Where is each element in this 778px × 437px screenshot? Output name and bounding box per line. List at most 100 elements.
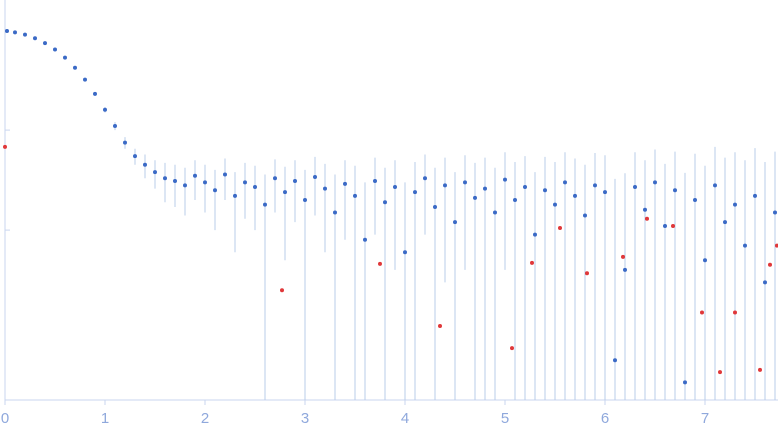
data-point [413,190,417,195]
data-point [533,232,537,237]
data-point [23,32,27,37]
data-point [253,184,257,189]
data-point [663,223,667,228]
data-point [93,91,97,96]
data-point [683,380,687,385]
data-point [583,213,587,218]
data-point [645,216,649,221]
data-point [378,261,382,266]
data-point [33,36,37,41]
data-point [83,77,87,82]
data-point [768,262,772,267]
data-point [563,180,567,185]
data-point [623,267,627,272]
data-point [553,202,557,207]
data-point [143,162,147,167]
x-tick-label: 7 [701,410,709,427]
data-point [613,358,617,363]
data-point [103,107,107,112]
data-point [621,254,625,259]
data-point [173,178,177,183]
data-point [393,184,397,189]
data-point [273,176,277,181]
data-point [13,30,17,35]
data-point [693,198,697,202]
data-point [73,65,77,70]
data-point [775,243,778,248]
x-tick-label: 6 [601,410,609,427]
data-point [163,176,167,181]
data-point [183,183,187,188]
data-point [433,205,437,210]
data-point [483,186,487,191]
data-point [343,181,347,186]
data-point [133,154,137,159]
data-point [233,193,237,198]
data-point [463,180,467,185]
data-point [213,188,217,193]
data-point [513,198,517,202]
data-point [503,177,507,182]
data-point [713,183,717,188]
data-point [593,183,597,188]
data-point [643,207,647,212]
x-tick-label: 2 [201,410,209,427]
data-point [363,237,367,242]
data-point [423,176,427,181]
x-tick-label: 1 [101,410,109,427]
data-point [543,188,547,193]
data-point [403,250,407,255]
data-point [263,202,267,207]
data-point [43,41,47,46]
data-point [353,193,357,198]
data-point [523,184,527,189]
data-point [673,188,677,193]
data-point [243,180,247,185]
data-point [123,140,127,145]
data-point [333,210,337,215]
data-point [3,144,7,149]
data-point [733,310,737,315]
data-point [633,184,637,189]
data-point [743,243,747,248]
data-point [63,55,67,60]
data-point [671,223,675,228]
data-point [603,190,607,195]
data-point [703,258,707,263]
data-point [53,47,57,52]
data-point [473,195,477,200]
data-point [113,123,117,128]
data-point [453,220,457,225]
data-point [5,28,9,33]
data-point [773,210,777,215]
data-point [530,260,534,265]
x-tick-label: 4 [401,410,409,427]
data-point [223,172,227,177]
data-point [700,310,704,315]
data-point [438,323,442,328]
data-point [443,183,447,188]
data-point [763,280,767,285]
data-point [303,198,307,202]
x-tick-label: 5 [501,410,509,427]
data-point [718,370,722,375]
data-point [203,180,207,185]
data-point [283,190,287,195]
data-point [510,346,514,351]
data-point [558,225,562,230]
data-point [153,170,157,175]
data-point [653,180,657,185]
data-point [293,178,297,183]
data-point [723,220,727,225]
data-point [373,178,377,183]
data-point [758,367,762,372]
data-point [733,202,737,207]
data-point [585,271,589,276]
x-tick-label: 3 [301,410,309,427]
data-point [313,174,317,179]
x-tick-label: 0 [1,410,9,427]
data-point [573,193,577,198]
data-point [753,193,757,198]
data-point [383,200,387,205]
